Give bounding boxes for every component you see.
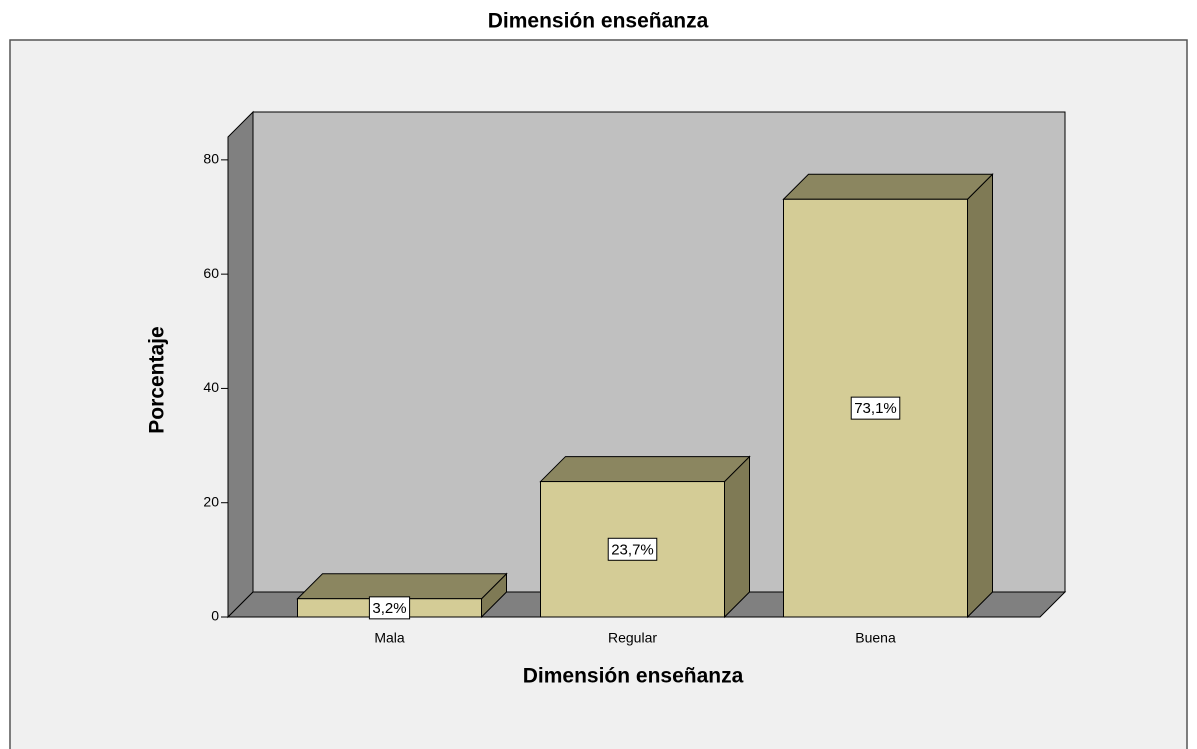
bar-top bbox=[539, 456, 751, 483]
x-axis-title: Dimensión enseñanza bbox=[523, 665, 744, 688]
bar-side bbox=[724, 455, 750, 619]
value-label-box bbox=[850, 396, 901, 420]
value-label: 3,2% bbox=[372, 600, 406, 617]
value-label-box bbox=[607, 537, 658, 561]
y-tick-label: 60 bbox=[203, 265, 219, 281]
x-tick-label: Mala bbox=[374, 630, 405, 646]
y-tick-label: 0 bbox=[211, 608, 219, 624]
bar-side bbox=[967, 173, 993, 619]
left-wall bbox=[227, 110, 254, 619]
x-tick-label: Buena bbox=[855, 630, 896, 646]
bar-top bbox=[782, 173, 994, 200]
x-tick-label: Regular bbox=[608, 630, 657, 646]
value-label: 73,1% bbox=[854, 400, 897, 417]
bar-top bbox=[296, 573, 508, 600]
y-tick-label: 80 bbox=[203, 151, 219, 167]
y-axis-title: Porcentaje bbox=[146, 326, 169, 433]
chart-title: Dimensión enseñanza bbox=[488, 10, 709, 33]
value-label: 23,7% bbox=[611, 541, 654, 558]
value-label-box bbox=[368, 596, 411, 620]
y-tick-label: 40 bbox=[203, 379, 219, 395]
y-tick-label: 20 bbox=[203, 493, 219, 509]
